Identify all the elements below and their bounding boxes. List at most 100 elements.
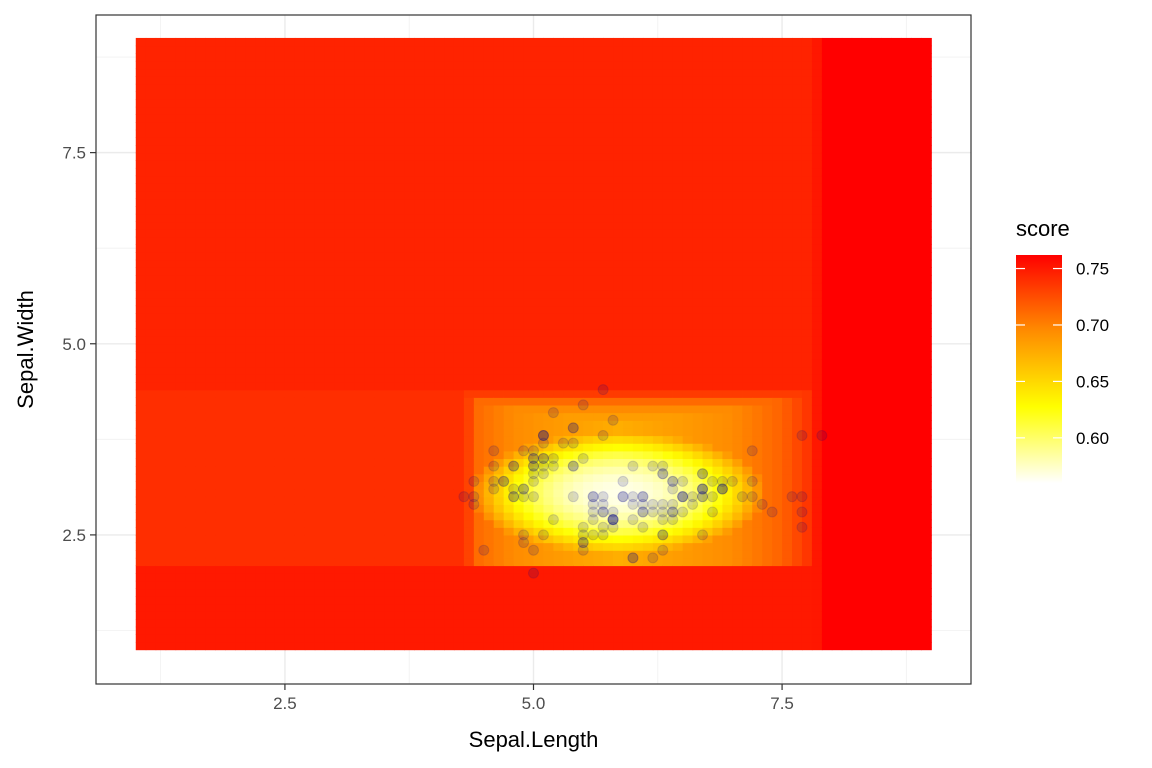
heatmap-tile <box>603 175 614 184</box>
heatmap-tile <box>642 603 654 612</box>
heatmap-tile <box>573 213 584 223</box>
heatmap-tile <box>364 435 376 444</box>
heatmap-tile <box>165 596 177 605</box>
heatmap-tile <box>205 389 216 398</box>
heatmap-tile <box>563 588 574 597</box>
heatmap-tile <box>692 565 704 574</box>
heatmap-tile <box>294 511 306 521</box>
heatmap-tile <box>503 320 515 330</box>
heatmap-tile <box>135 351 147 360</box>
heatmap-tile <box>742 443 753 452</box>
heatmap-tile <box>334 550 346 559</box>
heatmap-tile <box>215 504 226 513</box>
heatmap-tile <box>672 351 684 360</box>
heatmap-tile <box>543 83 554 93</box>
heatmap-tile <box>593 76 604 85</box>
heatmap-tile <box>155 305 167 314</box>
heatmap-tile <box>752 481 763 490</box>
heatmap-tile <box>175 550 187 559</box>
heatmap-tile <box>165 313 177 322</box>
heatmap-tile <box>603 221 614 230</box>
heatmap-tile <box>583 427 594 437</box>
heatmap-tile <box>414 252 425 261</box>
heatmap-tile <box>722 60 733 70</box>
heatmap-tile <box>692 366 704 375</box>
heatmap-tile <box>145 236 157 245</box>
heatmap-tile <box>682 76 694 85</box>
heatmap-tile <box>742 160 753 169</box>
heatmap-tile <box>563 489 574 498</box>
heatmap-tile <box>185 381 197 391</box>
heatmap-tile <box>453 534 465 544</box>
heatmap-tile <box>274 60 286 70</box>
heatmap-tile <box>712 198 724 207</box>
heatmap-tile <box>523 183 535 192</box>
heatmap-tile <box>622 573 634 582</box>
heatmap-tile <box>215 466 226 475</box>
heatmap-tile <box>344 397 356 406</box>
heatmap-tile <box>543 565 554 574</box>
heatmap-tile <box>424 313 435 322</box>
heatmap-tile <box>732 420 743 429</box>
heatmap-tile <box>185 76 197 85</box>
heatmap-tile <box>742 183 753 192</box>
heatmap-tile <box>384 611 395 620</box>
heatmap-tile <box>135 106 147 115</box>
heatmap-tile <box>702 129 714 138</box>
heatmap-tile <box>185 213 197 223</box>
heatmap-tile <box>235 297 246 307</box>
heatmap-tile <box>304 160 316 169</box>
heatmap-tile <box>483 152 495 161</box>
heatmap-tile <box>444 137 455 146</box>
heatmap-tile <box>444 458 455 467</box>
heatmap-tile <box>632 634 644 643</box>
heatmap-tile <box>573 634 584 643</box>
heatmap-tile <box>573 573 584 582</box>
heatmap-tile <box>583 420 594 429</box>
heatmap-tile <box>175 144 187 154</box>
heatmap-tile <box>245 511 256 521</box>
heatmap-tile <box>414 634 425 643</box>
heatmap-tile <box>563 504 574 513</box>
heatmap-tile <box>284 397 296 406</box>
heatmap-tile <box>573 221 584 230</box>
heatmap-tile <box>533 443 545 452</box>
heatmap-tile <box>573 443 584 452</box>
heatmap-tile <box>573 252 584 261</box>
heatmap-tile <box>404 236 415 245</box>
heatmap-tile <box>752 534 763 544</box>
heatmap-tile <box>334 152 346 161</box>
heatmap-tile <box>394 641 405 651</box>
heatmap-tile <box>682 366 694 375</box>
heatmap-tile <box>702 91 714 100</box>
heatmap-tile <box>692 99 704 108</box>
heatmap-tile <box>384 320 395 330</box>
heatmap-tile <box>324 611 336 620</box>
heatmap-tile <box>185 496 197 505</box>
heatmap-tile <box>165 259 177 268</box>
heatmap-tile <box>622 37 634 47</box>
heatmap-tile <box>304 297 316 307</box>
heatmap-tile <box>265 76 276 85</box>
heatmap-tile <box>225 190 236 200</box>
heatmap-tile <box>394 83 405 93</box>
heatmap-tile <box>712 374 724 383</box>
heatmap-tile <box>195 389 206 398</box>
heatmap-tile <box>613 152 624 161</box>
heatmap-tile <box>155 489 167 498</box>
heatmap-tile <box>165 626 177 635</box>
heatmap-tile <box>284 343 296 353</box>
heatmap-tile <box>414 160 425 169</box>
heatmap-tile <box>692 619 704 628</box>
heatmap-tile <box>294 60 306 70</box>
heatmap-tile <box>722 343 733 353</box>
heatmap-tile <box>553 183 564 192</box>
heatmap-tile <box>742 412 753 421</box>
heatmap-tile <box>732 290 743 299</box>
heatmap-tile <box>543 359 554 368</box>
heatmap-tile <box>652 473 664 482</box>
heatmap-tile <box>424 519 435 528</box>
heatmap-tile <box>622 213 634 223</box>
heatmap-tile <box>622 252 634 261</box>
heatmap-tile <box>155 603 167 612</box>
